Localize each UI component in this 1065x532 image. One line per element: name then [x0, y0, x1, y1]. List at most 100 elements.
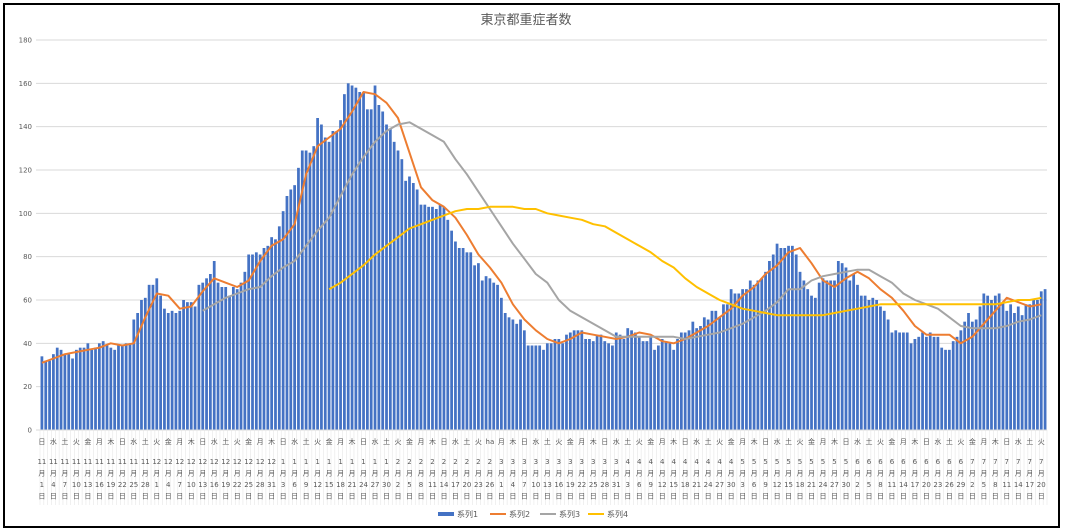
- x-tick-weekday: 火: [395, 438, 402, 446]
- bar: [346, 83, 350, 430]
- x-tick-date: 11 月 13 日: [83, 458, 92, 501]
- line-系列4: [328, 205, 1042, 317]
- x-tick-date: 2 月 14 日: [439, 458, 448, 501]
- x-tick-date: 6 月 29 日: [956, 458, 965, 501]
- bar: [358, 92, 362, 430]
- bar: [132, 319, 136, 430]
- x-tick-date: 3 月 28 日: [600, 458, 609, 501]
- bar: [323, 137, 327, 430]
- x-tick-date: 1 月 30 日: [382, 458, 391, 501]
- bar: [289, 189, 293, 430]
- bar: [549, 343, 553, 430]
- y-tick-label: 180: [19, 37, 32, 45]
- bar: [496, 284, 499, 430]
- x-tick-weekday: 水: [934, 437, 941, 446]
- legend: 系列1 系列2 系列3 系列4: [438, 509, 628, 519]
- bar: [813, 297, 817, 430]
- bar: [936, 336, 940, 430]
- bar: [718, 317, 722, 430]
- x-tick-weekday: 金: [326, 437, 333, 446]
- x-tick-weekday: 日: [119, 438, 126, 446]
- x-tick-weekday: 木: [268, 437, 275, 446]
- bar: [852, 274, 856, 430]
- bar: [614, 332, 618, 430]
- bar: [576, 330, 580, 430]
- x-tick-weekday: 日: [601, 438, 608, 446]
- bar: [55, 347, 59, 430]
- bar: [327, 141, 331, 431]
- x-tick-weekday: 月: [176, 438, 183, 446]
- bar: [320, 124, 323, 430]
- bar: [392, 141, 396, 431]
- x-tick-date: 12 月 31 日: [267, 458, 276, 501]
- bar: [90, 349, 94, 430]
- bar: [603, 341, 607, 430]
- x-tick-weekday: 金: [888, 437, 895, 446]
- bar: [806, 289, 810, 430]
- bar: [220, 287, 224, 430]
- bar: [155, 278, 159, 430]
- bar: [339, 120, 342, 431]
- bar: [274, 239, 277, 430]
- bar: [373, 85, 377, 430]
- bar: [1020, 315, 1024, 430]
- bar: [997, 293, 1001, 430]
- bar: [109, 347, 113, 430]
- bar: [193, 306, 197, 430]
- bar: [687, 330, 691, 430]
- x-tick-date: 1 月 15 日: [325, 458, 334, 501]
- bar: [86, 343, 90, 430]
- bar: [974, 319, 978, 430]
- bar: [545, 343, 549, 430]
- x-tick-date: 2 月 11 日: [428, 458, 437, 501]
- bar: [1036, 300, 1039, 430]
- bar: [415, 189, 419, 430]
- bar: [787, 245, 790, 430]
- bar: [568, 332, 572, 430]
- x-tick-weekday: 木: [107, 437, 114, 446]
- bar: [408, 176, 411, 430]
- x-tick-date: 12 月 7 日: [175, 458, 184, 501]
- y-tick-label: 140: [19, 123, 32, 131]
- bar: [641, 341, 645, 430]
- bar: [764, 271, 767, 430]
- bar: [978, 306, 982, 430]
- bar: [197, 284, 201, 430]
- bar: [710, 310, 714, 430]
- x-tick-weekday: 日: [360, 438, 367, 446]
- x-tick-date: 4 月 30 日: [727, 458, 736, 501]
- bar: [802, 280, 806, 430]
- x-tick-weekday: 日: [199, 438, 206, 446]
- bar: [97, 343, 101, 430]
- bar: [120, 345, 124, 430]
- bar: [668, 343, 672, 430]
- x-tick-date: 11 月 25 日: [129, 458, 138, 501]
- bar: [829, 280, 833, 430]
- bar: [216, 282, 220, 430]
- bar: [300, 150, 304, 430]
- x-tick-weekday: 月: [659, 438, 666, 446]
- x-tick-date: 5 月 27 日: [830, 458, 839, 501]
- bar: [82, 347, 86, 430]
- x-tick-date: 3 月 19 日: [566, 458, 575, 501]
- bar: [844, 267, 848, 430]
- bar: [396, 150, 400, 430]
- bar: [189, 302, 193, 430]
- x-tick-date: 7 月 14 日: [1014, 458, 1023, 501]
- x-tick-weekday: 月: [900, 438, 907, 446]
- x-tick-weekday: 月: [498, 438, 505, 446]
- x-tick-weekday: 土: [61, 437, 68, 446]
- bar: [354, 87, 358, 431]
- x-tick-weekday: 木: [188, 437, 195, 446]
- bar: [775, 243, 779, 430]
- bar: [500, 297, 503, 430]
- y-axis: 0 20 40 60 80 100 120 140 160 180: [19, 37, 32, 435]
- bar: [879, 306, 882, 430]
- x-tick-date: 12 月 16 日: [210, 458, 219, 501]
- bar-series: [40, 83, 1047, 431]
- bar: [247, 254, 251, 430]
